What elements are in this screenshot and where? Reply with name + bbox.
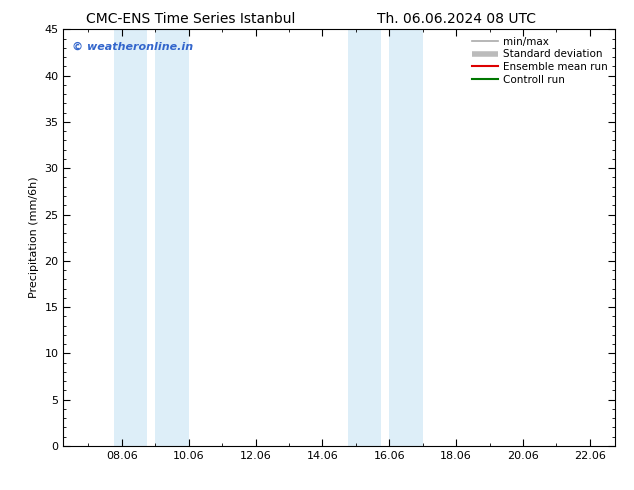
Bar — [347, 29, 381, 446]
Text: © weatheronline.in: © weatheronline.in — [72, 42, 193, 52]
Bar — [113, 29, 147, 446]
Bar — [389, 29, 423, 446]
Text: Th. 06.06.2024 08 UTC: Th. 06.06.2024 08 UTC — [377, 12, 536, 26]
Y-axis label: Precipitation (mm/6h): Precipitation (mm/6h) — [29, 177, 39, 298]
Text: CMC-ENS Time Series Istanbul: CMC-ENS Time Series Istanbul — [86, 12, 295, 26]
Bar — [155, 29, 189, 446]
Legend: min/max, Standard deviation, Ensemble mean run, Controll run: min/max, Standard deviation, Ensemble me… — [470, 35, 610, 87]
